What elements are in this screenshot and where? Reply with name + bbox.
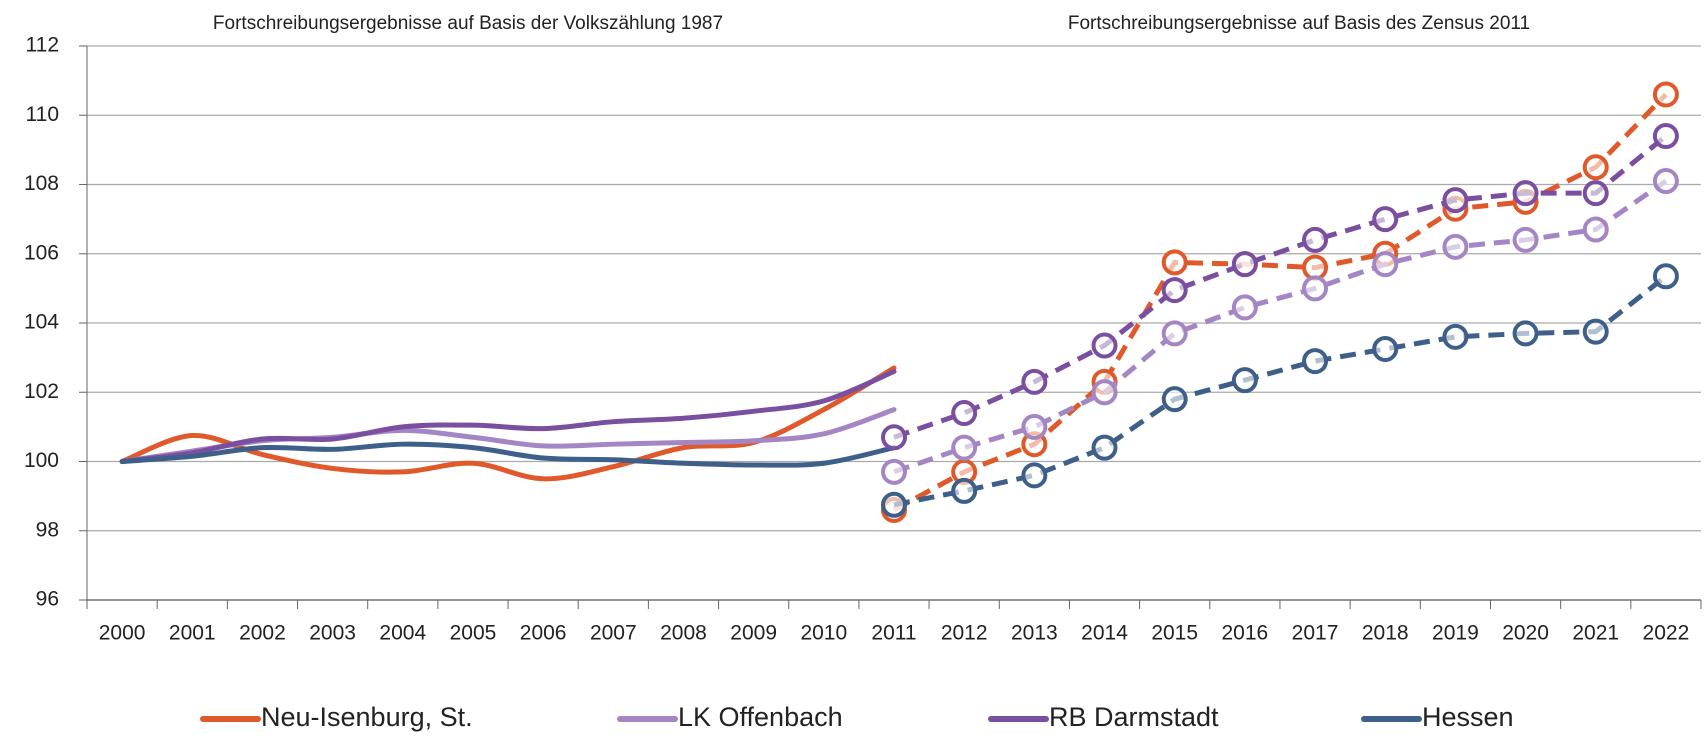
marker (1231, 294, 1258, 321)
marker (1161, 386, 1188, 413)
x-tick-label: 2003 (309, 622, 356, 645)
y-tick-label: 106 (24, 241, 59, 264)
x-tick-label: 2005 (450, 622, 497, 645)
y-tick-label: 108 (24, 172, 59, 195)
x-tick-label: 2014 (1081, 622, 1128, 645)
y-tick-label: 104 (24, 311, 59, 334)
x-tick-label: 2021 (1572, 622, 1619, 645)
y-tick-label: 112 (26, 34, 59, 57)
line (119, 441, 897, 468)
annotation: Fortschreibungsergebnisse auf Basis des … (1068, 13, 1530, 34)
marker (1442, 187, 1469, 214)
y-tick-label: 96 (36, 588, 59, 611)
legend-label: RB Darmstadt (1049, 702, 1219, 732)
marker (1652, 263, 1679, 290)
x-tick-label: 2012 (941, 622, 988, 645)
marker (1302, 275, 1329, 302)
marker (1442, 323, 1469, 350)
marker (1021, 413, 1048, 440)
x-tick-label: 2007 (590, 622, 637, 645)
x-tick-label: 2016 (1222, 622, 1269, 645)
x-tick-label: 2002 (239, 622, 286, 645)
x-tick-label: 2013 (1011, 622, 1058, 645)
marker (1512, 320, 1539, 347)
x-tick-label: 2000 (99, 622, 146, 645)
marker (1372, 335, 1399, 362)
marker (1091, 379, 1118, 406)
marker (951, 400, 978, 427)
marker (1161, 320, 1188, 347)
x-tick-label: 2009 (730, 622, 777, 645)
dashed-line (892, 92, 1668, 513)
x-tick-label: 2020 (1502, 622, 1549, 645)
marker (1302, 226, 1329, 253)
x-tick-label: 2015 (1151, 622, 1198, 645)
marker (1021, 368, 1048, 395)
dashed-line (893, 178, 1668, 475)
legend-label: Hessen (1422, 702, 1514, 732)
x-tick-label: 2011 (871, 622, 916, 645)
marker (1582, 318, 1609, 345)
marker (1091, 332, 1118, 359)
marker (1021, 462, 1048, 489)
marker (1231, 367, 1258, 394)
marker (1582, 180, 1609, 207)
marker (1161, 277, 1188, 304)
legend-label: Neu-Isenburg, St. (261, 702, 473, 732)
x-tick-label: 2008 (660, 622, 707, 645)
y-tick-label: 110 (26, 103, 59, 126)
x-tick-label: 2010 (800, 622, 847, 645)
marker (1442, 233, 1469, 260)
marker (1302, 348, 1329, 375)
marker (951, 477, 978, 504)
marker (1372, 206, 1399, 233)
legend-label: LK Offenbach (678, 702, 843, 732)
x-tick-label: 2004 (379, 622, 426, 645)
marker (1512, 226, 1539, 253)
x-tick-label: 2019 (1432, 622, 1479, 645)
y-tick-label: 102 (24, 380, 59, 403)
marker (951, 434, 978, 461)
marker (1091, 434, 1118, 461)
y-tick-label: 98 (36, 518, 59, 541)
marker (1652, 81, 1679, 108)
marker (1652, 123, 1679, 150)
marker (1302, 254, 1329, 281)
marker (1512, 180, 1539, 207)
marker (881, 458, 907, 485)
line (119, 368, 897, 464)
marker (1582, 216, 1609, 243)
marker (881, 424, 907, 451)
marker (1231, 251, 1258, 278)
marker (881, 491, 907, 518)
marker (1372, 251, 1399, 278)
y-tick-label: 100 (24, 449, 59, 472)
marker (1582, 154, 1609, 181)
line (119, 365, 897, 482)
x-tick-label: 2001 (169, 622, 216, 645)
marker (1161, 249, 1188, 276)
x-tick-label: 2022 (1643, 622, 1690, 645)
annotation: Fortschreibungsergebnisse auf Basis der … (213, 13, 723, 34)
x-tick-label: 2006 (520, 622, 567, 645)
x-tick-label: 2017 (1292, 622, 1339, 645)
x-tick-label: 2018 (1362, 622, 1409, 645)
marker (1652, 168, 1679, 195)
